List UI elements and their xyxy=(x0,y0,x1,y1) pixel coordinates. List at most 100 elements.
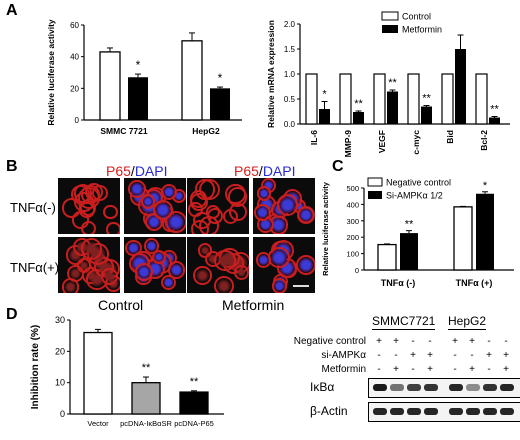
x-tick-label: TNFα (-) xyxy=(381,278,416,288)
panel-b-title-left: P65/DAPI xyxy=(106,163,168,179)
bar-metformin xyxy=(387,91,398,124)
cell-blob xyxy=(295,254,315,275)
cell-blob xyxy=(80,221,96,234)
blot-band xyxy=(373,408,387,415)
legend-label-control: Control xyxy=(402,12,431,22)
condition-mark: - xyxy=(428,336,432,347)
microscopy-image xyxy=(58,237,120,293)
cell-blob xyxy=(256,186,272,202)
cell-blob xyxy=(272,278,288,293)
blot-band xyxy=(483,408,497,415)
cell-line-hepg2: HepG2 xyxy=(448,314,487,330)
cell-blob xyxy=(153,200,174,221)
y-tick-label: 2.0 xyxy=(284,20,296,29)
row-label-tnf-pos: TNFα(+) xyxy=(10,260,60,275)
bar-negative-control xyxy=(453,206,473,271)
blot-band xyxy=(390,384,404,391)
x-tick-label: Vector xyxy=(87,419,109,428)
y-axis-title: Inhibition rate (%) xyxy=(30,325,41,409)
x-tick-label: IL-6 xyxy=(309,130,319,145)
y-axis-title: Relative luciferase activity xyxy=(321,181,330,276)
condition-mark: + xyxy=(427,350,433,361)
y-tick-label: 500 xyxy=(346,184,359,193)
legend-label-metformin: Metformin xyxy=(402,25,442,35)
cell-blob xyxy=(161,183,178,200)
cell-blob xyxy=(135,263,153,282)
chart-d1-inhibition: 0 10 20 30 Inhibition rate (%) Vector ** pcDNA-… xyxy=(30,315,224,428)
y-tick-label: 0 xyxy=(355,266,359,275)
cell-blob xyxy=(74,191,95,213)
significance-mark: ** xyxy=(388,77,397,89)
bar-si-ampk xyxy=(400,233,418,270)
chart-a2-mrna: 0.0 0.5 1.0 1.5 2.0 Relative mRNA expression *… xyxy=(266,11,510,158)
condition-mark: - xyxy=(487,336,491,347)
y-tick-label: 0.0 xyxy=(284,120,296,129)
y-tick-label: 200 xyxy=(346,233,359,242)
condition-label: Negative control xyxy=(293,336,366,347)
blot-band xyxy=(407,384,421,391)
x-tick-label: pcDNA-IκBαSR xyxy=(120,419,172,428)
blot-band xyxy=(483,384,497,391)
condition-mark: + xyxy=(376,336,382,347)
cell-blob xyxy=(255,252,272,269)
cell-blob xyxy=(106,222,120,234)
bar-metformin xyxy=(489,117,500,124)
microscopy-image xyxy=(58,178,120,234)
cell-blob xyxy=(100,267,119,286)
y-tick-label: 0 xyxy=(60,409,65,419)
y-tick-label: 100 xyxy=(346,250,359,259)
condition-mark: + xyxy=(503,350,509,361)
condition-mark: + xyxy=(393,364,399,375)
condition-mark: - xyxy=(453,364,457,375)
significance-mark: * xyxy=(136,58,141,72)
col-label-metformin: Metformin xyxy=(222,297,285,313)
col-label-control: Control xyxy=(98,297,144,313)
y-tick-label: 10 xyxy=(55,378,65,388)
x-tick-label: HepG2 xyxy=(192,126,220,136)
condition-mark: - xyxy=(394,350,398,361)
x-tick-label: VEGF xyxy=(377,130,387,153)
y-axis-title: Relative luciferase activity xyxy=(46,19,56,126)
bar-negative-control xyxy=(377,243,397,271)
legend-label-negative: Negative control xyxy=(386,178,451,188)
row-label-tnf-neg: TNFα(-) xyxy=(10,200,56,215)
bar-metformin xyxy=(455,49,466,124)
condition-label: si-AMPKα xyxy=(321,350,366,361)
condition-mark: - xyxy=(504,336,508,347)
bar-control xyxy=(339,73,352,125)
bar-control xyxy=(475,73,488,125)
significance-mark: * xyxy=(483,180,488,192)
cell-blob xyxy=(222,209,239,225)
condition-mark: - xyxy=(453,350,457,361)
condition-mark: - xyxy=(411,336,415,347)
bar-control xyxy=(373,73,386,125)
condition-mark: - xyxy=(411,364,415,375)
y-tick-label: 1.0 xyxy=(284,70,296,79)
cell-blob xyxy=(276,194,298,216)
y-tick-label: 400 xyxy=(346,200,359,209)
x-tick-label: Bid xyxy=(445,130,455,144)
panel-label-c: C xyxy=(332,158,344,175)
blot-label: IκBα xyxy=(310,380,335,394)
x-tick-label: SMMC 7721 xyxy=(100,126,148,136)
cell-blob xyxy=(296,206,315,225)
legend-swatch-metformin xyxy=(382,25,398,33)
y-tick-label: 60 xyxy=(70,21,79,30)
legend-swatch-si xyxy=(368,191,382,199)
condition-mark: - xyxy=(377,350,381,361)
y-tick-label: 1.5 xyxy=(284,45,296,54)
blot-band xyxy=(424,384,438,391)
significance-mark: ** xyxy=(142,362,151,374)
bar-inhibition xyxy=(131,382,161,415)
cell-blob xyxy=(161,275,177,291)
x-tick-label: MMP-9 xyxy=(343,130,353,158)
blot-band xyxy=(407,408,421,415)
bar-control xyxy=(181,40,203,121)
cell-blob xyxy=(103,204,118,220)
condition-mark: + xyxy=(393,336,399,347)
bar-metformin xyxy=(421,106,432,124)
bar-metformin xyxy=(353,112,364,124)
cell-line-smmc7721: SMMC7721 xyxy=(372,314,436,330)
significance-mark: * xyxy=(322,89,327,101)
x-tick-label: c-myc xyxy=(411,130,421,155)
